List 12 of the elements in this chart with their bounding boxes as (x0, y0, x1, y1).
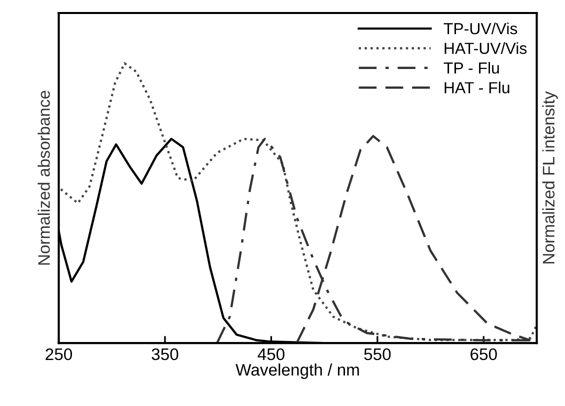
y2-axis-title: Normalized FL intensity (542, 91, 558, 264)
x-tick-label: 550 (364, 348, 391, 360)
y-axis-title: Normalized absorbance (38, 90, 50, 265)
legend-label: TP-UV/Vis (444, 22, 518, 34)
x-tick-label: 450 (258, 348, 284, 360)
x-tick-label: 250 (46, 348, 72, 360)
x-axis-title: Wavelength / nm (236, 363, 359, 380)
legend-label: HAT-UV/Vis (444, 42, 527, 54)
x-tick-label: 350 (152, 348, 178, 360)
legend-label: TP - Flu (444, 62, 499, 74)
legend-label: HAT - Flu (444, 82, 510, 94)
x-tick-label: 650 (470, 348, 497, 360)
